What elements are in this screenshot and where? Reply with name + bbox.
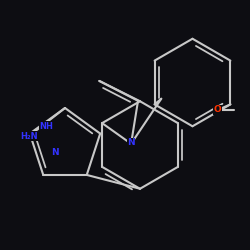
Text: H₂N: H₂N	[20, 132, 38, 141]
Text: NH: NH	[39, 122, 53, 131]
Text: N: N	[51, 148, 59, 157]
Text: O: O	[214, 106, 222, 114]
Text: N: N	[127, 138, 135, 147]
